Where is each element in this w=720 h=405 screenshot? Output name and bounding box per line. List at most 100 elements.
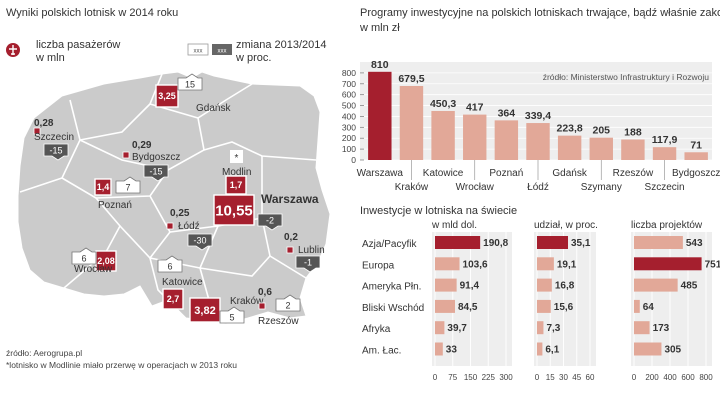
lublin-passengers: 0,2 (284, 232, 298, 243)
programs-value-label: 339,4 (525, 110, 551, 122)
world-value-label: 91,4 (460, 281, 480, 292)
legend-change-line2: w proc. (235, 52, 271, 64)
world-xtick: 225 (482, 373, 496, 382)
map-footnote: *lotnisko w Modlinie miało przerwę w ope… (6, 360, 237, 370)
world-value-label: 485 (681, 281, 698, 292)
bydgoszcz-change: -15 (149, 167, 162, 177)
programs-category-label: Kraków (395, 182, 429, 193)
legend-change-line1: zmiana 2013/2014 (236, 39, 327, 51)
world-value-label: 19,1 (557, 259, 577, 270)
krakow-name: Kraków (230, 296, 264, 307)
programs-bar (652, 147, 677, 160)
lodz-dot (166, 222, 174, 230)
gdansk-change: 15 (185, 80, 195, 90)
world-xtick: 60 (586, 373, 595, 382)
programs-bar (526, 123, 550, 160)
katowice-change-badge (157, 255, 183, 273)
modlin-label: Modlin (222, 167, 251, 178)
world-chart: Inwestycje w lotniska na świecie Azja/Pa… (360, 205, 720, 382)
krakow-passenger-box (189, 297, 221, 323)
lublin-dot (286, 246, 294, 254)
katowice-change: 6 (167, 262, 172, 272)
world-value-label: 64 (643, 302, 655, 313)
programs-ytick: 800 (342, 68, 356, 78)
warszawa-passenger-box (213, 194, 255, 226)
world-title: Inwestycje w lotniska na świecie (360, 205, 517, 217)
wroclaw-change: 6 (81, 254, 86, 264)
lodz-change-badge (187, 233, 213, 251)
programs-ytick: 600 (342, 90, 356, 100)
szczecin-name: Szczecin (34, 132, 74, 143)
world-xtick: 45 (572, 373, 581, 382)
world-category-label: Am. Łac. (362, 346, 401, 357)
bydgoszcz-dot (122, 151, 130, 159)
plane-legend-glyph (9, 45, 17, 55)
world-series-header: w mld dol. (431, 220, 477, 231)
legend-change-sample-b (212, 44, 232, 55)
world-bar (435, 342, 443, 356)
programs-source: źródło: Ministerstwo Infrastruktury i Ro… (543, 72, 710, 82)
bydgoszcz-name: Bydgoszcz (132, 152, 180, 163)
lublin-change-badge (295, 255, 321, 273)
szczecin-change-badge (43, 143, 69, 161)
world-xtick: 600 (681, 373, 695, 382)
lodz-change: -30 (193, 236, 206, 246)
world-bar (634, 236, 683, 249)
world-xtick: 300 (499, 373, 513, 382)
programs-category-label: Łódź (527, 182, 549, 193)
programs-category-label: Poznań (489, 168, 523, 179)
map-source: źródło: Aerogrupa.pl (6, 348, 82, 358)
world-panel-bg (432, 232, 512, 366)
world-bar (634, 278, 678, 292)
krakow-change: 5 (229, 313, 234, 323)
gdansk-passengers: 3,25 (158, 91, 176, 101)
programs-value-label: 205 (593, 125, 611, 137)
world-value-label: 6,1 (545, 345, 559, 356)
programs-category-label: Szczecin (645, 182, 685, 193)
modlin-passengers: 1,7 (230, 180, 243, 190)
legend-passengers-line2: w mln (35, 52, 65, 64)
warszawa-passengers: 10,55 (215, 202, 253, 219)
world-value-label: 751 (705, 259, 720, 270)
programs-bar (399, 86, 424, 160)
programs-chart: Programy inwestycyjne na polskich lotnis… (342, 7, 720, 193)
world-bar (435, 299, 455, 313)
world-bar (435, 321, 445, 335)
warszawa-change-badge (257, 213, 283, 231)
world-category-label: Ameryka Płn. (362, 282, 421, 293)
rzeszow-name: Rzeszów (258, 316, 299, 327)
programs-ytick: 500 (342, 101, 356, 111)
programs-bar (494, 120, 519, 160)
world-value-label: 173 (653, 323, 670, 334)
world-panel-bg (534, 232, 596, 366)
world-marks: Azja/Pacyfik Europa Ameryka Płn. Bliski Wsc… (362, 220, 720, 382)
poznan-change-badge (115, 176, 141, 194)
poznan-name: Poznań (98, 200, 132, 211)
lodz-passengers: 0,25 (170, 208, 190, 219)
programs-ytick: 700 (342, 79, 356, 89)
programs-value-label: 71 (690, 139, 702, 151)
poznan-change: 7 (125, 183, 130, 193)
world-bar (537, 278, 552, 292)
world-series-header: liczba projektów (631, 220, 703, 231)
world-bar (537, 299, 551, 313)
programs-ytick: 400 (342, 111, 356, 121)
world-bar (634, 321, 650, 335)
world-category-label: Bliski Wschód (362, 303, 424, 314)
world-bar (634, 257, 702, 271)
world-xtick: 0 (632, 373, 637, 382)
programs-bar (368, 71, 392, 160)
rzeszow-change: 2 (285, 301, 290, 311)
bydgoszcz-change-badge (143, 164, 169, 182)
rzeszow-change-badge (275, 294, 301, 312)
world-xtick: 0 (535, 373, 540, 382)
programs-title: Programy inwestycyjne na polskich lotnis… (360, 7, 720, 19)
programs-ytick: 200 (342, 133, 356, 143)
szczecin-passengers: 0,28 (34, 118, 54, 129)
warsaw-label: Warszawa (261, 192, 319, 206)
katowice-name: Katowice (162, 277, 203, 288)
rzeszow-passengers: 0,6 (258, 287, 272, 298)
world-bar (435, 257, 460, 271)
